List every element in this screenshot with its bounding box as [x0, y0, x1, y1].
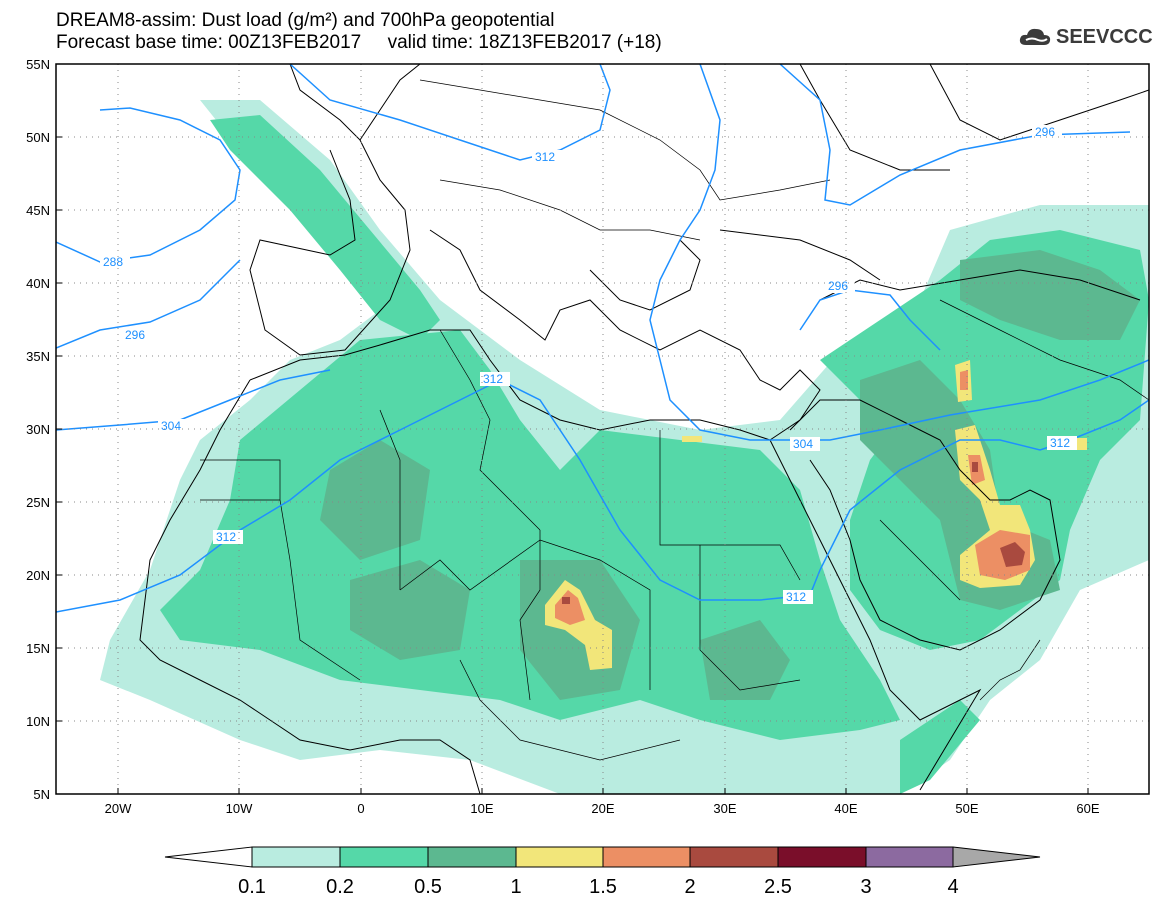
- colorbar-high-arrow: [952, 846, 1041, 868]
- colorbar-low-arrow: [164, 846, 253, 868]
- colorbar-label: 0.5: [414, 876, 442, 898]
- colorbar-label: 1.5: [589, 876, 617, 898]
- lat-label: 15N: [26, 641, 50, 656]
- lat-ticks: [56, 63, 62, 795]
- colorbar-label: 0.1: [238, 876, 266, 898]
- lat-label: 55N: [26, 57, 50, 72]
- colorbar-bin: [427, 846, 517, 868]
- lat-label: 5N: [33, 787, 50, 802]
- lon-label: 30E: [713, 801, 736, 816]
- map-title-line-2: Forecast base time: 00Z13FEB2017 valid t…: [56, 32, 662, 53]
- colorbar-bin: [602, 846, 691, 868]
- cloud-icon: [1019, 28, 1051, 45]
- colorbar-label: 2.5: [764, 876, 792, 898]
- lat-label: 30N: [26, 422, 50, 437]
- colorbar-bin: [339, 846, 429, 868]
- lon-labels: 20W 10W 0 10E 20E 30E 40E 50E 60E: [105, 801, 1100, 816]
- colorbar-label: 4: [947, 876, 958, 898]
- contour-label: 312: [786, 590, 806, 604]
- lon-label: 10W: [226, 801, 253, 816]
- lon-label: 40E: [834, 801, 857, 816]
- colorbar-bin: [689, 846, 779, 868]
- colorbar-label: 2: [684, 876, 695, 898]
- lon-label: 20W: [105, 801, 132, 816]
- colorbar-bin: [865, 846, 954, 868]
- lon-label: 50E: [955, 801, 978, 816]
- contour-label: 304: [793, 437, 813, 451]
- colorbar-label: 0.2: [326, 876, 354, 898]
- colorbar-label: 3: [860, 876, 871, 898]
- contour-label: 296: [125, 328, 145, 342]
- contour-label: 296: [1035, 125, 1055, 139]
- contour-label: 312: [483, 372, 503, 386]
- dust-level-2: [562, 462, 1025, 604]
- lat-label: 25N: [26, 495, 50, 510]
- graticule: [56, 64, 1149, 794]
- map-title-line-1: DREAM8-assim: Dust load (g/m²) and 700hP…: [56, 10, 555, 31]
- lon-label: 20E: [591, 801, 614, 816]
- colorbar-labels: 0.1 0.2 0.5 1 1.5 2 2.5 3 4: [238, 876, 958, 898]
- colorbar-bin: [777, 846, 867, 868]
- lat-label: 10N: [26, 714, 50, 729]
- contour-label: 296: [828, 279, 848, 293]
- colorbar-bin: [251, 846, 341, 868]
- lon-label: 10E: [470, 801, 493, 816]
- geopotential-contours: [56, 64, 1149, 613]
- contour-label: 312: [1050, 436, 1070, 450]
- lat-label: 50N: [26, 130, 50, 145]
- lat-label: 40N: [26, 276, 50, 291]
- lon-label: 0: [357, 801, 364, 816]
- colorbar-label: 1: [510, 876, 521, 898]
- contour-labels: 288 296 304 312 312 296 304 312 296 312 …: [100, 125, 1077, 604]
- country-borders: [200, 79, 1149, 761]
- lat-label: 35N: [26, 349, 50, 364]
- contour-label: 312: [535, 150, 555, 164]
- lon-label: 60E: [1076, 801, 1099, 816]
- colorbar-bin: [515, 846, 604, 868]
- contour-label: 304: [161, 419, 181, 433]
- contour-label: 288: [103, 255, 123, 269]
- colorbar: [164, 846, 1041, 868]
- seevccc-logo: SEEVCCC: [1018, 25, 1153, 49]
- map-area: 288 296 304 312 312 296 304 312 296 312 …: [56, 64, 1149, 794]
- lat-label: 45N: [26, 203, 50, 218]
- lat-label: 20N: [26, 568, 50, 583]
- contour-label: 312: [216, 530, 236, 544]
- lon-ticks: [117, 788, 1089, 794]
- logo-text: SEEVCCC: [1056, 25, 1153, 48]
- lat-labels: 55N 50N 45N 40N 35N 30N 25N 20N 15N 10N …: [26, 57, 50, 802]
